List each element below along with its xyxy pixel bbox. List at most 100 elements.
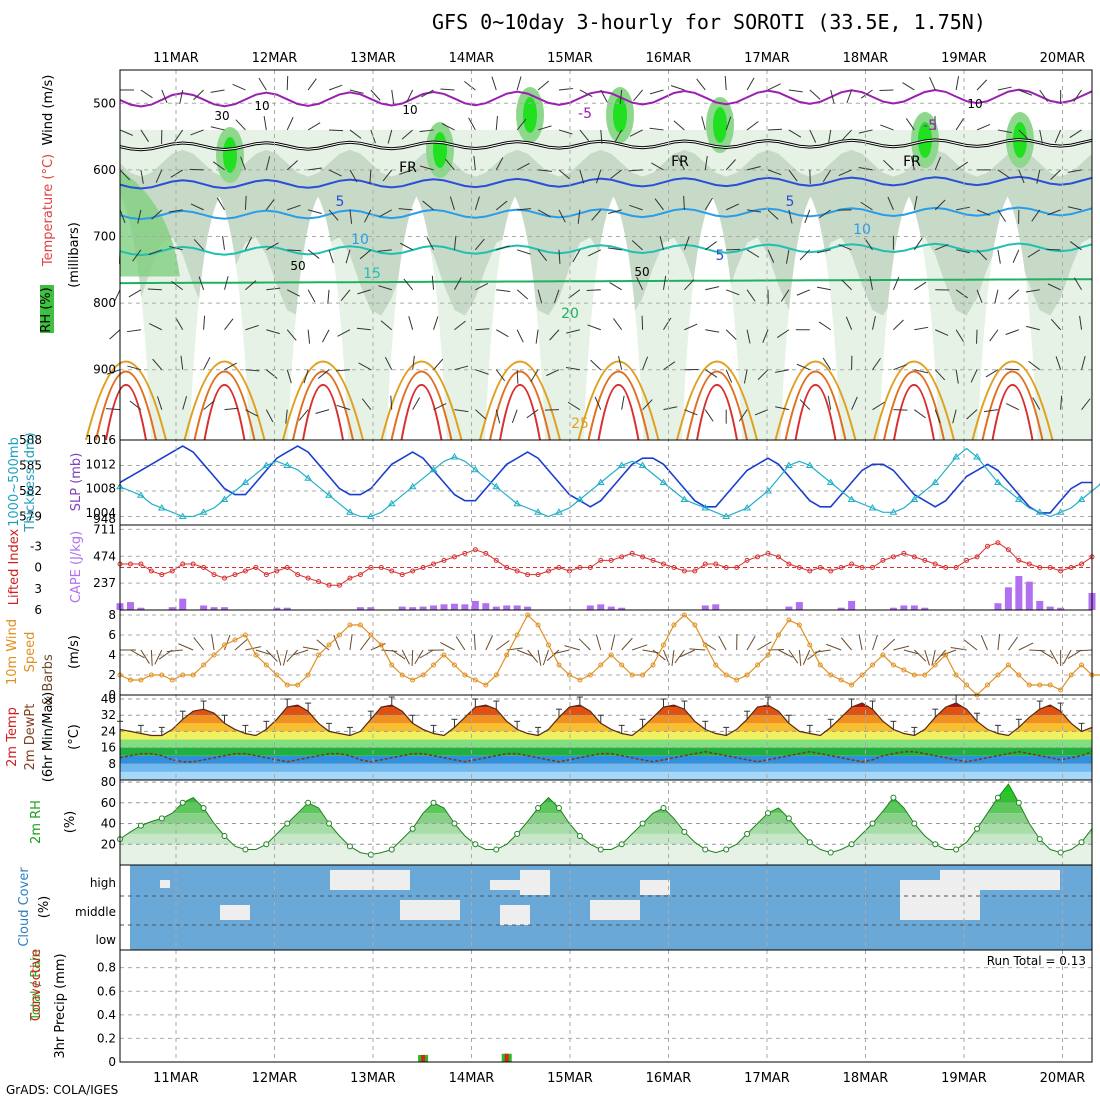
li-point [744,557,750,563]
wind-barb [860,201,873,211]
cape-bar [200,605,208,610]
thickness-point [743,504,751,511]
wind-barb [265,198,276,211]
wind-barb [474,238,485,251]
rh2m-point [430,799,437,806]
li-point [859,565,865,570]
wind-barb [168,209,183,213]
wind-barb [151,209,163,220]
wind-barb [307,122,321,131]
wind-speed-point [1026,682,1032,688]
precip-tick: 0.6 [97,984,116,998]
wind-barb [1018,89,1033,96]
wind-barb [893,364,907,371]
contour-label: 5 [716,248,725,264]
surface-wind-barb [980,635,988,651]
wind-barb [594,396,602,410]
li-point [1037,565,1043,570]
wind-barb [387,129,393,144]
wind-speed-point [828,672,834,678]
li-point [796,565,802,570]
cape-bar [283,607,291,610]
wind-barb [377,249,392,252]
rh2m-point [932,841,939,848]
cape-bar [795,602,803,610]
wind-barb [203,356,211,370]
li-series [120,542,1093,586]
wind-barb [322,329,330,343]
date-label-top: 18MAR [843,51,889,66]
wind-barb [1026,325,1040,331]
thickness-point [178,512,187,519]
wind-barb [303,369,309,384]
wind-barb [244,195,247,210]
wind-barb [403,278,414,291]
wind-barb [224,407,239,411]
rh2m-point [702,846,709,853]
thickness-point [513,499,522,507]
slp-label: SLP (mb) [69,453,84,512]
wind-barb [179,89,184,104]
surface-wind-barb [872,634,878,651]
date-label-bottom: 19MAR [941,1071,987,1086]
temperature-contour [119,242,1093,257]
rh2m-point [305,799,312,806]
wind-barb [475,328,490,331]
rh-tick: 40 [101,817,116,831]
wind-barb [127,365,142,371]
wind-tick: 0 [108,688,116,702]
wind-barb [762,329,769,343]
wind-barb [997,249,1001,264]
wind-barb [827,395,832,410]
li-point [305,575,311,581]
temp-tick: 32 [101,708,116,722]
surface-wind-barb [527,649,539,663]
wind-barb [1006,403,1020,411]
wind-barb [266,369,278,379]
rh2m-point [263,841,270,848]
wind-barb [1067,169,1082,173]
date-label-top: 20MAR [1040,51,1086,66]
li-point [263,572,269,578]
upper-temp-label: Temperature (°C) [41,154,56,267]
li-point [399,572,405,578]
warm-contour [292,370,354,441]
wind-speed-point [462,672,468,678]
rh-moist-core [523,97,537,133]
cape-bar [1025,581,1033,610]
wind-barb [232,83,246,91]
cloud-level-label: low [96,933,117,947]
dewpoint-series [119,750,1093,763]
wind-barb [408,316,414,330]
cape-bar [524,606,532,610]
li-point [932,561,938,567]
li-point [347,575,353,581]
wind-barb [349,129,362,139]
cape-bar [1046,606,1054,610]
surface-wind-barb [595,634,602,651]
date-label-bottom: 13MAR [350,1071,396,1086]
rh2m-point [848,841,855,848]
wind-barb [997,129,1012,134]
wind-speed-series [119,614,1100,696]
temperature-contour [119,175,1093,190]
wind-barb [568,289,581,299]
y-tick-label: 900 [93,363,116,377]
li-point [890,554,896,560]
wind-speed-point [326,642,332,648]
wind-barb [495,200,508,211]
wind-barb [198,276,205,290]
wind-speed-point [870,662,876,668]
li-point [723,565,729,570]
wind-barb [1018,169,1025,184]
wind-barb [1073,89,1082,102]
wind-barb [356,327,371,331]
li-point [472,547,478,553]
wind-barb [511,409,518,423]
cape-bar [586,605,594,610]
wind-barb [822,357,832,370]
wind-barb [1054,129,1062,144]
li-point [410,568,416,574]
wind-barb [530,369,539,382]
wind-barb [775,406,790,411]
